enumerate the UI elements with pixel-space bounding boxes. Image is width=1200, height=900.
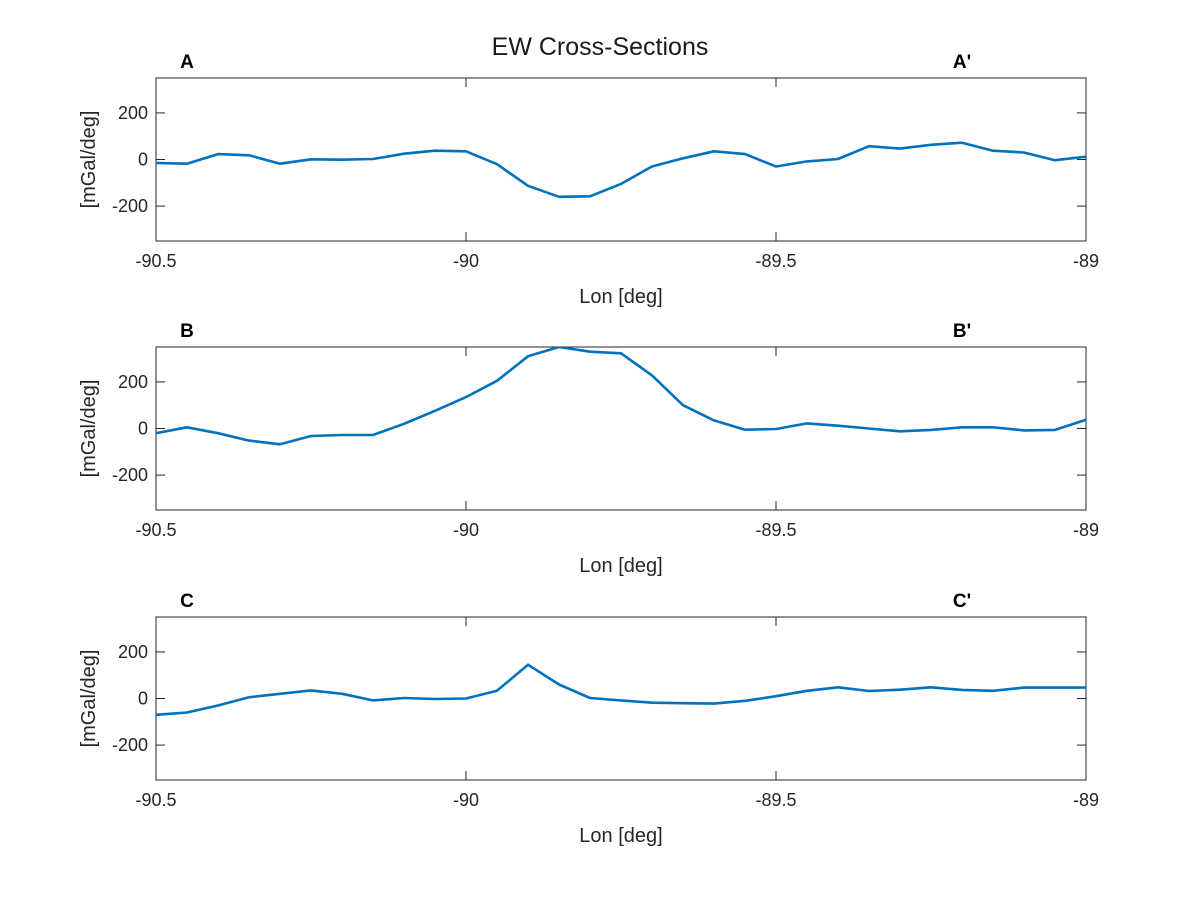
figure-title: EW Cross-Sections [492, 33, 709, 61]
panel-c: -90.5 -90 -89.5 -89 -200 0 200 Lon [deg] [mGal/d… [78, 591, 1099, 847]
y-tick-label-a: 200 [118, 103, 148, 123]
y-axis-label-c: [mGal/deg] [78, 650, 100, 748]
x-tick-label-c: -90.5 [135, 790, 176, 810]
x-axis-label-a: Lon [deg] [579, 286, 662, 308]
y-tick-label-c: 0 [138, 689, 148, 709]
section-end-label-c: C' [953, 591, 971, 612]
series-line-b [156, 347, 1086, 446]
y-tick-label-b: -200 [112, 465, 148, 485]
panel-b: -90.5 -90 -89.5 -89 -200 0 200 Lon [deg] [mGal/d… [78, 321, 1099, 577]
section-end-label-b: B' [953, 321, 971, 342]
x-tick-label-b: -89 [1073, 520, 1099, 540]
y-tick-label-c: -200 [112, 735, 148, 755]
x-tick-label-a: -90 [453, 251, 479, 271]
x-tick-label-b: -90 [453, 520, 479, 540]
y-tick-label-c: 200 [118, 642, 148, 662]
x-tick-label-c: -89 [1073, 790, 1099, 810]
axes-box-a [155, 77, 1087, 242]
section-start-label-c: C [180, 591, 194, 612]
x-tick-label-c: -90 [453, 790, 479, 810]
y-axis-label-a: [mGal/deg] [78, 111, 100, 209]
series-line-c [156, 663, 1086, 717]
x-tick-label-c: -89.5 [755, 790, 796, 810]
section-end-label-a: A' [953, 52, 971, 73]
x-tick-label-b: -89.5 [755, 520, 796, 540]
x-tick-label-b: -90.5 [135, 520, 176, 540]
series-line-a [156, 141, 1086, 199]
panel-a: -90.5 -90 -89.5 -89 -200 0 200 Lon [deg] [mGal/d… [78, 52, 1099, 308]
x-tick-label-a: -89 [1073, 251, 1099, 271]
y-tick-label-b: 200 [118, 372, 148, 392]
axes-box-c [155, 616, 1087, 781]
section-start-label-b: B [180, 321, 194, 342]
x-axis-label-c: Lon [deg] [579, 825, 662, 847]
x-axis-label-b: Lon [deg] [579, 555, 662, 577]
y-tick-label-a: -200 [112, 196, 148, 216]
y-tick-label-a: 0 [138, 150, 148, 170]
y-tick-label-b: 0 [138, 419, 148, 439]
y-axis-label-b: [mGal/deg] [78, 380, 100, 478]
x-tick-label-a: -89.5 [755, 251, 796, 271]
section-start-label-a: A [180, 52, 194, 73]
axes-box-b [155, 346, 1087, 511]
x-tick-label-a: -90.5 [135, 251, 176, 271]
